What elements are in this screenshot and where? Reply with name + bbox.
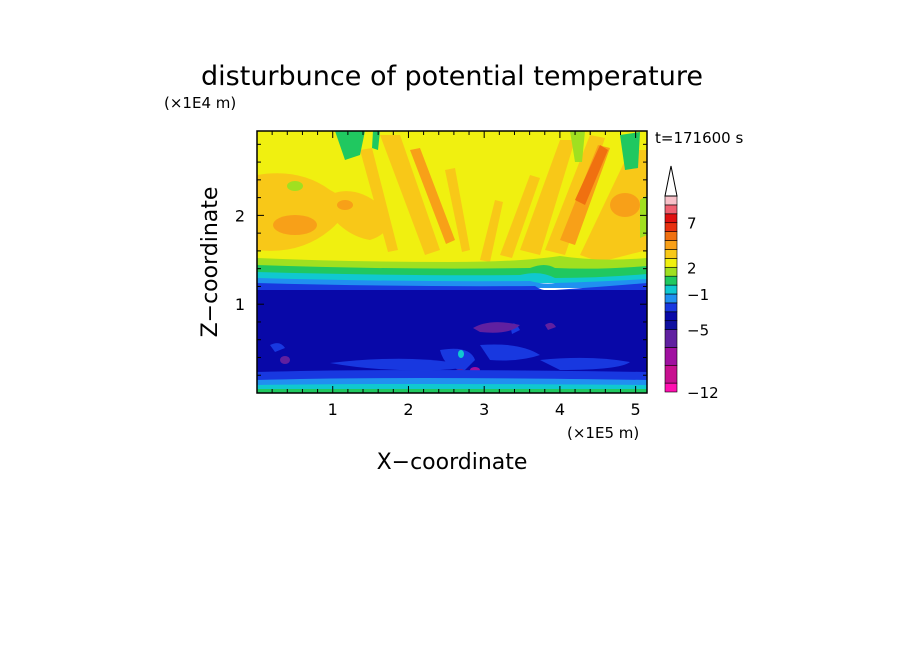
colorbar-swatch (664, 320, 678, 330)
y-axis-label: Z−coordinate (198, 187, 223, 338)
y-unit-label: (×1E4 m) (164, 94, 236, 112)
colorbar-swatch (664, 347, 678, 366)
colorbar-swatch (664, 240, 678, 250)
colorbar-swatch (664, 302, 678, 313)
lower-layer-patches (270, 322, 630, 377)
x-tick-label: 4 (555, 400, 565, 419)
time-label: t=171600 s (655, 129, 743, 147)
x-tick-label: 3 (479, 400, 489, 419)
colorbar-swatch (664, 293, 678, 304)
colorbar-tick-label: −1 (687, 286, 709, 304)
colorbar (664, 165, 678, 393)
colorbar-swatch (664, 284, 678, 295)
colorbar-swatch (664, 266, 678, 277)
contour-field (257, 131, 647, 393)
colorbar-swatch (664, 275, 678, 286)
colorbar-swatch (664, 382, 678, 393)
x-tick-label: 2 (403, 400, 413, 419)
colorbar-tick-label: 7 (687, 215, 697, 233)
colorbar-swatch (664, 258, 678, 268)
colorbar-swatch (664, 195, 678, 206)
surface-layer (257, 370, 647, 393)
colorbar-swatch (664, 329, 678, 348)
plot-frame (256, 130, 648, 394)
y-tick-label: 1 (235, 295, 245, 314)
colorbar-swatch (664, 204, 678, 215)
colorbar-swatch (664, 249, 678, 259)
x-axis-label: X−coordinate (377, 450, 528, 475)
x-axis-ticks: 1 2 3 4 5 (271, 131, 641, 419)
upper-warm-patches (257, 135, 647, 262)
upper-cool-patches (287, 131, 647, 238)
colorbar-tick-label: 2 (687, 259, 697, 277)
y-axis-ticks: 12 (235, 143, 647, 376)
x-tick-label: 5 (631, 400, 641, 419)
colorbar-tick-labels: −12−5−127 (687, 215, 719, 402)
chart-title: disturbunce of potential temperature (201, 61, 703, 92)
x-unit-label: (×1E5 m) (567, 424, 639, 442)
y-tick-label: 2 (235, 206, 245, 225)
colorbar-swatch (664, 222, 678, 232)
colorbar-swatch (664, 231, 678, 241)
colorbar-tick-label: −5 (687, 322, 709, 340)
colorbar-swatch (664, 311, 678, 322)
x-tick-label: 1 (328, 400, 338, 419)
colorbar-tick-label: −12 (687, 384, 719, 402)
colorbar-swatch (664, 213, 678, 224)
colorbar-extend-arrow (664, 165, 678, 197)
colorbar-swatch (664, 364, 678, 384)
